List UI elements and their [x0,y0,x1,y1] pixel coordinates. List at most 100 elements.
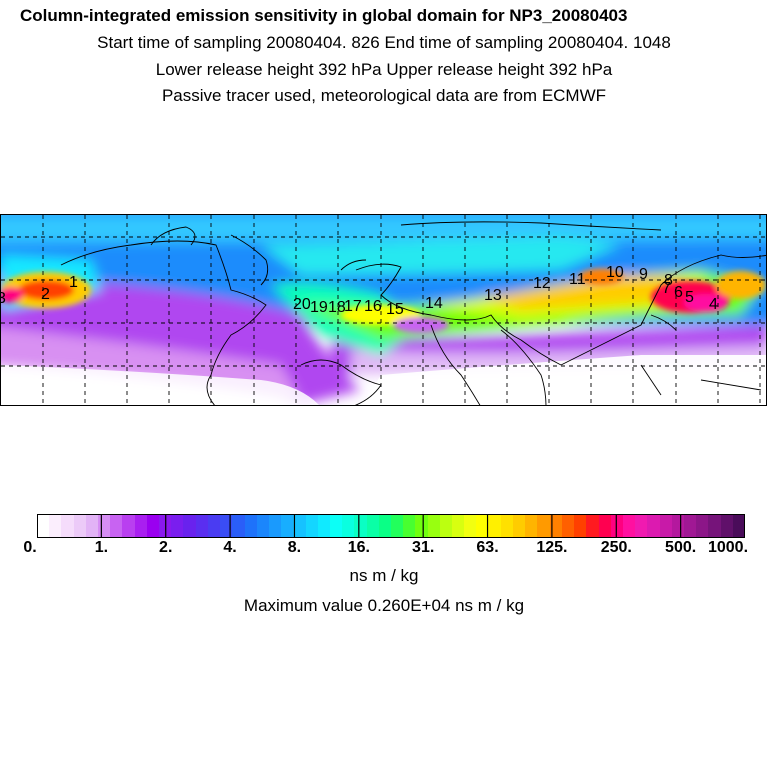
colorbar-swatch [513,514,525,538]
coastlines [60,221,766,405]
track-labels: 3 2 1 20 19 18 17 16 15 14 13 12 11 10 9… [1,264,718,318]
colorbar-swatch [721,514,733,538]
colorbar-swatch [245,514,257,538]
maximum-value-text: Maximum value 0.260E+04 ns m / kg [243,596,525,615]
colorbar-swatch [537,514,550,538]
colorbar-swatch [269,514,281,538]
colorbar-swatch [147,514,159,538]
colorbar-swatch [733,514,745,538]
colorbar-swatch [367,514,379,538]
colorbar-border [37,514,745,538]
track-label: 3 [1,290,6,307]
colorbar-swatch [293,514,306,538]
colorbar-swatch [257,514,269,538]
colorbar-swatch [660,514,672,538]
colorbar-tick-label: 1000. [707,539,749,556]
colorbar-swatch [183,514,196,538]
colorbar [36,514,746,543]
track-label: 16 [364,298,382,315]
sampling-time-line: Start time of sampling 20080404. 826 End… [97,33,671,52]
track-label: 1 [69,274,78,291]
colorbar-tick-label: 125. [536,539,568,556]
colorbar-swatch [525,514,537,538]
colorbar-swatch [623,514,635,538]
track-label: 18 [328,299,346,316]
colorbar-swatch [49,514,61,538]
colorbar-swatch [306,514,318,538]
track-label: 12 [533,275,551,292]
colorbar-swatch [672,514,684,538]
colorbar-swatch [708,514,721,538]
track-label: 7 [662,280,671,297]
track-label: 5 [685,289,694,306]
colorbar-swatch [574,514,586,538]
colorbar-swatch [647,514,660,538]
colorbar-swatch [501,514,513,538]
sensitivity-hotspots [1,269,766,333]
colorbar-swatch [415,514,428,538]
track-label: 15 [386,301,404,318]
colorbar-swatch [232,514,245,538]
track-label: 6 [674,284,683,301]
colorbar-tick-label: 16. [347,539,370,556]
tracer-info-line: Passive tracer used, meteorological data… [161,86,607,105]
colorbar-swatch [122,514,135,538]
colorbar-swatch [476,514,489,538]
track-label: 17 [344,298,362,315]
colorbar-swatch [452,514,464,538]
track-label: 20 [293,296,311,313]
colorbar-swatch [696,514,708,538]
colorbar-tick-label: 4. [223,539,237,556]
track-label: 10 [606,264,624,281]
colorbar-swatch [403,514,415,538]
map-canvas: 3 2 1 20 19 18 17 16 15 14 13 12 11 10 9… [1,215,766,405]
colorbar-swatch [281,514,293,538]
colorbar-swatch [354,514,367,538]
colorbar-tick-label: 8. [287,539,302,556]
colorbar-swatch [489,514,501,538]
colorbar-swatch [86,514,98,538]
plot-title: Column-integrated emission sensitivity i… [20,6,628,25]
colorbar-swatch [61,514,74,538]
colorbar-swatch [171,514,183,538]
colorbar-swatch [196,514,208,538]
colorbar-swatch [220,514,232,538]
colorbar-swatch [159,514,171,538]
colorbar-swatch [379,514,391,538]
colorbar-swatch [330,514,342,538]
colorbar-swatch [464,514,476,538]
colorbar-swatch [562,514,574,538]
colorbar-swatch [391,514,403,538]
colorbar-swatch [98,514,110,538]
release-height-line: Lower release height 392 hPa Upper relea… [155,60,613,79]
colorbar-swatch [208,514,220,538]
colorbar-swatch [635,514,647,538]
colorbar-swatch [599,514,611,538]
colorbar-swatch [550,514,562,538]
lat-lon-grid [1,215,766,405]
colorbar-tick-label: 63. [476,539,499,556]
colorbar-tick-label: 250. [600,539,632,556]
track-label: 14 [425,295,443,312]
track-label: 8 [664,272,673,289]
colorbar-swatch [342,514,354,538]
colorbar-tick-label: 0. [23,539,37,556]
track-label: 2 [41,286,50,303]
track-label: 11 [569,271,586,288]
colorbar-units: ns m / kg [349,566,419,585]
track-label: 9 [639,266,648,283]
colorbar-swatch [135,514,147,538]
colorbar-tick-label: 1. [94,539,109,556]
colorbar-swatch [110,514,122,538]
colorbar-tick-label: 2. [159,539,173,556]
track-label: 19 [310,299,328,316]
colorbar-swatch [37,514,49,538]
colorbar-swatch [318,514,330,538]
colorbar-swatch [428,514,440,538]
colorbar-swatches [36,514,746,538]
colorbar-swatch [611,514,623,538]
track-label: 13 [484,287,502,304]
track-label: 4 [709,296,718,313]
colorbar-tick-label: 31. [412,539,435,556]
colorbar-swatch [74,514,86,538]
